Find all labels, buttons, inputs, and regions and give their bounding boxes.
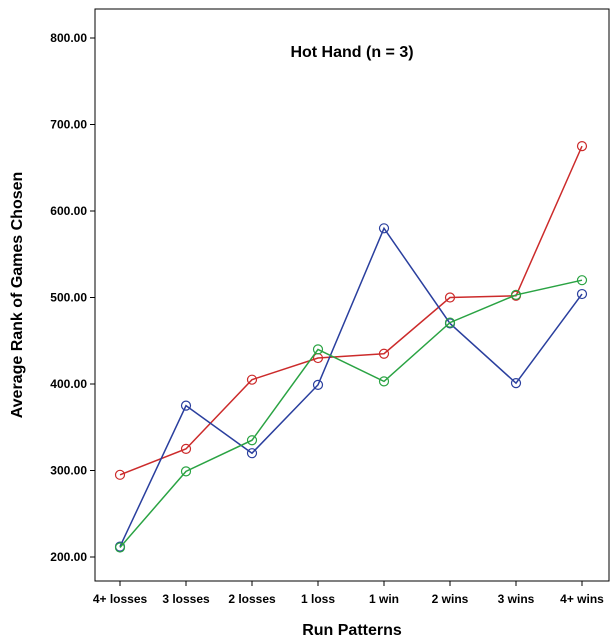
data-point (114, 542, 126, 553)
data-point (576, 141, 588, 152)
data-point (510, 378, 522, 389)
data-point (312, 379, 324, 390)
data-point (444, 317, 456, 328)
series-2 (114, 223, 588, 552)
x-tick-label: 4+ losses (93, 592, 148, 606)
x-tick-label: 3 wins (498, 592, 535, 606)
data-point (378, 223, 390, 234)
series-layer (114, 141, 588, 553)
chart-title: Hot Hand (n = 3) (290, 44, 413, 61)
data-point (378, 348, 390, 359)
series-line (119, 145, 583, 476)
data-point (312, 344, 324, 355)
x-tick-label: 1 loss (301, 592, 335, 606)
y-tick-label: 200.00 (50, 550, 87, 564)
x-axis-title: Run Patterns (302, 622, 402, 639)
data-point (246, 374, 258, 385)
y-tick-label: 800.00 (50, 31, 87, 45)
data-point (576, 288, 588, 300)
y-tick-label: 400.00 (50, 377, 87, 391)
data-point (180, 400, 192, 411)
data-point (246, 435, 258, 446)
y-tick-label: 700.00 (50, 118, 87, 132)
data-point (180, 443, 192, 454)
y-tick-label: 600.00 (50, 204, 87, 218)
x-axis: 4+ losses 3 losses 2 losses 1 loss 1 win 2 wi… (93, 581, 604, 606)
data-point (576, 275, 588, 286)
data-point (378, 376, 390, 387)
y-tick-label: 300.00 (50, 464, 87, 478)
data-point (114, 469, 126, 480)
x-tick-label: 3 losses (162, 592, 210, 606)
plot-frame (94, 8, 610, 582)
data-point (180, 466, 192, 477)
x-tick-label: 4+ wins (560, 592, 604, 606)
series-3 (114, 275, 588, 553)
data-point (510, 289, 522, 301)
data-point (444, 292, 456, 303)
x-tick-label: 1 win (369, 592, 399, 606)
y-tick-label: 500.00 (50, 291, 87, 305)
data-point (246, 448, 258, 459)
y-axis: 200.00 300.00 400.00 500.00 600.00 700.00 800.… (50, 31, 95, 564)
x-tick-label: 2 losses (228, 592, 276, 606)
y-axis-title: Average Rank of Games Chosen (9, 172, 26, 419)
series-line (119, 279, 583, 548)
x-tick-label: 2 wins (432, 592, 469, 606)
series-line (119, 226, 583, 547)
